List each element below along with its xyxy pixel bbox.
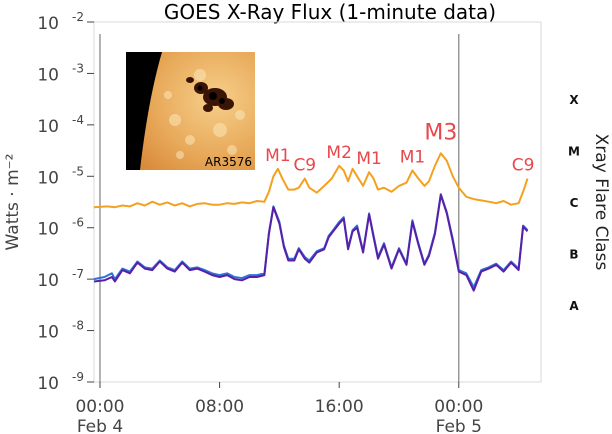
x-tick-label: 00:00: [434, 397, 483, 417]
y-tick-exponent: -3: [72, 61, 84, 75]
flux-series-line-3: [93, 194, 529, 292]
y-tick-exponent: -7: [72, 267, 84, 281]
day-boundary-lines: [99, 34, 460, 382]
y-axis-label: Watts · m⁻²: [3, 154, 23, 251]
y-axis-ticks: 10 -2 10 -3 10 -4 10 -5 10 -6 10 -7 10 -8 10 -9: [37, 10, 94, 394]
flare-class-label: M: [568, 145, 580, 159]
flare-annotation: M2: [326, 143, 351, 163]
inset-limb: [126, 52, 162, 170]
flare-annotation: M1: [356, 149, 381, 169]
y-tick-label: 10: [37, 220, 59, 240]
flare-annotation: M3: [424, 120, 457, 145]
flare-annotation: M1: [400, 147, 425, 167]
y-tick-label: 10: [37, 14, 59, 34]
y-tick-label: 10: [37, 168, 59, 188]
y-tick-label: 10: [37, 65, 59, 85]
x-tick-label: 08:00: [195, 397, 244, 417]
y-tick-label: 10: [37, 323, 59, 343]
y-tick-base: 10: [37, 117, 59, 137]
inset-granulation: [164, 69, 245, 159]
flux-series-line-1: [93, 152, 529, 209]
y-tick-base: 10: [37, 271, 59, 291]
plot-frame: [93, 21, 542, 383]
y-tick-base: 10: [37, 323, 59, 343]
y-tick-exponent: -2: [72, 10, 84, 24]
y-tick-base: 10: [37, 374, 59, 394]
y-tick-label: 10: [37, 271, 59, 291]
sunspot-inset: AR3576: [126, 52, 255, 170]
flux-series: [93, 152, 529, 292]
x-tick-date: Feb 4: [77, 417, 123, 434]
flare-class-label: A: [569, 299, 579, 313]
chart-title: GOES X-Ray Flux (1-minute data): [164, 0, 496, 24]
y-tick-exponent: -6: [72, 216, 84, 230]
x-tick-label: 16:00: [315, 397, 364, 417]
flare-annotation: C9: [293, 156, 316, 176]
y-tick-base: 10: [37, 220, 59, 240]
y-tick-base: 10: [37, 65, 59, 85]
y-tick-exponent: -8: [72, 319, 84, 333]
y2-axis-label: Xray Flare Class: [591, 134, 611, 271]
x-tick-label: 00:00: [75, 397, 124, 417]
flare-annotation: M1: [265, 146, 290, 166]
flare-class-label: X: [569, 93, 579, 107]
y-tick-exponent: -5: [72, 164, 84, 178]
y-tick-label: 10: [37, 374, 59, 394]
y-tick-base: 10: [37, 168, 59, 188]
y-tick-exponent: -4: [72, 113, 84, 127]
y-tick-base: 10: [37, 14, 59, 34]
flare-class-label: B: [569, 247, 578, 261]
flare-class-labels: X M C B A: [568, 93, 580, 313]
x-tick-date: Feb 5: [436, 417, 482, 434]
inset-label: AR3576: [205, 155, 252, 169]
flare-annotation: C9: [512, 156, 535, 176]
flare-class-label: C: [570, 196, 579, 210]
y-tick-label: 10: [37, 117, 59, 137]
y-tick-exponent: -9: [72, 370, 84, 384]
inset-umbra: [197, 85, 225, 104]
